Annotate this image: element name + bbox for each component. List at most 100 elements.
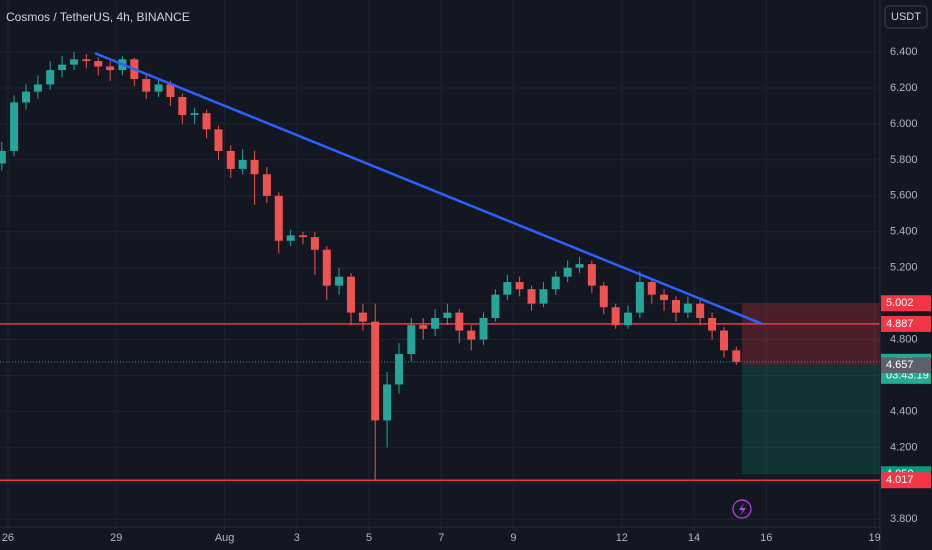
- alert-icon[interactable]: [732, 499, 752, 519]
- candle-body: [551, 276, 560, 290]
- y-tick-label: 4.200: [890, 441, 918, 453]
- candle-body: [298, 235, 307, 238]
- candle-body: [383, 384, 392, 421]
- x-tick-label: 29: [110, 532, 122, 544]
- price-label-box: [881, 472, 931, 489]
- candle-body: [395, 353, 404, 385]
- candle-body: [563, 267, 572, 277]
- y-tick-label: 4.800: [890, 333, 918, 345]
- candle-body: [479, 318, 488, 340]
- candle-body: [599, 285, 608, 308]
- candle-body: [310, 237, 319, 250]
- candle-body: [467, 330, 476, 340]
- candle-body: [166, 84, 175, 98]
- candle-body: [503, 282, 512, 295]
- candle-body: [250, 159, 259, 175]
- candle-body: [274, 195, 283, 241]
- candle-body: [732, 350, 741, 362]
- candle-body: [46, 70, 55, 85]
- x-tick-label: 12: [616, 532, 628, 544]
- x-tick-label: Aug: [215, 532, 235, 544]
- candle-body: [419, 325, 428, 329]
- candle-body: [431, 318, 440, 329]
- target-zone: [742, 365, 880, 475]
- candle-body: [647, 282, 656, 295]
- candle-body: [587, 264, 596, 286]
- price-label-box: [881, 295, 931, 312]
- candle-body: [623, 312, 632, 326]
- price-label-box: [881, 357, 931, 374]
- candle-body: [611, 307, 620, 326]
- candle-body: [491, 294, 500, 318]
- price-label: 4.657: [886, 359, 914, 371]
- trend-line: [94, 52, 763, 326]
- candle-body: [358, 312, 367, 322]
- candle-body: [335, 276, 344, 286]
- candle-body: [190, 113, 199, 115]
- y-tick-label: 6.000: [890, 118, 918, 130]
- x-tick-label: 19: [868, 532, 880, 544]
- y-tick-label: 5.800: [890, 154, 918, 166]
- x-tick-label: 26: [2, 532, 14, 544]
- x-tick-label: 16: [760, 532, 772, 544]
- alert-bolt[interactable]: [739, 503, 746, 516]
- candle-body: [178, 97, 187, 115]
- candle-body: [286, 235, 295, 241]
- candle-body: [671, 300, 680, 313]
- candle-body: [443, 312, 452, 318]
- candle-body: [515, 282, 524, 290]
- symbol-title: Cosmos / TetherUS, 4h, BINANCE: [6, 10, 190, 24]
- candle-body: [262, 174, 271, 196]
- x-tick-label: 9: [510, 532, 516, 544]
- stop-zone: [742, 303, 880, 366]
- candle-body: [33, 84, 42, 92]
- candle-body: [94, 61, 103, 67]
- candle-body: [82, 59, 91, 62]
- candle-body: [575, 264, 584, 268]
- candle-body: [142, 79, 151, 92]
- currency-button[interactable]: [884, 5, 928, 29]
- candle-body: [106, 66, 115, 71]
- candle-body: [660, 294, 669, 301]
- x-tick-label: 3: [294, 532, 300, 544]
- candle-body: [226, 150, 235, 169]
- price-label-box: [881, 315, 931, 332]
- candle-body: [214, 129, 223, 151]
- candle-body: [720, 330, 729, 351]
- price-label: 4.887: [886, 318, 914, 330]
- x-tick-label: 7: [438, 532, 444, 544]
- x-tick-label: 14: [688, 532, 700, 544]
- candle-body: [539, 289, 548, 304]
- price-label: 5.002: [886, 297, 914, 309]
- candle-body: [238, 159, 247, 169]
- y-tick-label: 6.200: [890, 82, 918, 94]
- y-tick-label: 5.400: [890, 226, 918, 238]
- candle-body: [696, 303, 705, 318]
- candle-body: [527, 289, 536, 304]
- y-tick-label: 4.400: [890, 405, 918, 417]
- y-tick-label: 6.400: [890, 46, 918, 58]
- candle-body: [58, 64, 67, 71]
- candle-body: [635, 282, 644, 313]
- candle-body: [708, 318, 717, 331]
- candle-body: [21, 91, 30, 103]
- candle-body: [455, 312, 464, 331]
- y-tick-label: 3.800: [890, 513, 918, 525]
- x-tick-label: 5: [366, 532, 372, 544]
- candle-body: [346, 276, 355, 313]
- y-tick-label: 5.600: [890, 190, 918, 202]
- y-tick-label: 5.200: [890, 262, 918, 274]
- candle-body: [371, 321, 380, 421]
- candle-body: [683, 303, 692, 313]
- candle-body: [407, 325, 416, 354]
- candle-body: [322, 249, 331, 286]
- currency-label[interactable]: USDT: [891, 11, 921, 23]
- price-label: 4.017: [886, 474, 914, 486]
- candle-body: [202, 113, 211, 130]
- candle-body: [0, 150, 6, 164]
- plot-area: [0, 0, 880, 530]
- candle-body: [10, 102, 19, 151]
- candle-body: [70, 59, 79, 65]
